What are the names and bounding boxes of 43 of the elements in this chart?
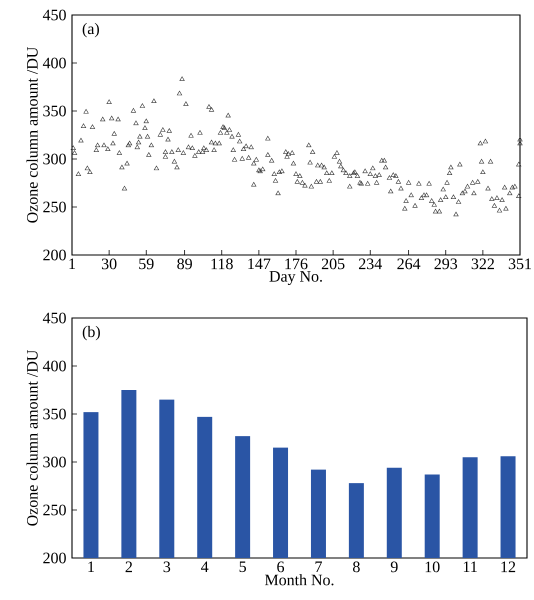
y-tick-label: 200 [43, 552, 66, 564]
y-tick-label: 450 [42, 312, 66, 324]
x-tick-label: 234 [358, 258, 382, 270]
x-tick-label: 351 [508, 258, 531, 270]
x-tick-label: 147 [248, 258, 270, 270]
x-tick-label: 205 [322, 258, 344, 270]
x-tick-label: 322 [472, 258, 494, 270]
x-tick-label: 6 [277, 562, 284, 572]
annotation: (a) [82, 22, 99, 38]
x-tick-label: 2 [126, 562, 132, 572]
x-tick-label: 7 [316, 562, 322, 572]
y-tick-label: 300 [43, 154, 66, 164]
x-tick-label: 59 [139, 258, 154, 270]
y-tick-label: 350 [43, 408, 66, 420]
x-tick-label: 5 [240, 562, 246, 572]
x-axis-title: Month No. [264, 574, 334, 586]
y-tick-label: 250 [43, 504, 66, 516]
y-tick-label: 300 [43, 456, 66, 468]
x-tick-label: 11 [464, 562, 477, 572]
y-tick-label: 200 [43, 250, 66, 260]
x-tick-label: 1 [88, 562, 94, 572]
x-tick-label: 176 [285, 258, 308, 270]
x-tick-label: 89 [177, 258, 192, 270]
x-axis-title: Day No. [269, 271, 322, 285]
y-tick-label: 350 [43, 106, 66, 116]
x-tick-label: 3 [164, 562, 170, 572]
x-tick-label: 118 [212, 258, 233, 270]
y-tick-label: 450 [42, 10, 66, 20]
y-tick-label: 250 [43, 202, 66, 212]
x-tick-label: 4 [201, 562, 208, 572]
x-tick-label: 293 [434, 258, 458, 270]
y-tick-label: 400 [42, 58, 66, 68]
y-axis-title: Ozone column amount /DU [26, 47, 38, 223]
y-axis-title: Ozone column amount /DU [26, 350, 38, 526]
annotation: (b) [82, 326, 100, 340]
x-tick-label: 9 [390, 562, 398, 572]
y-tick-label: 400 [42, 360, 66, 372]
x-tick-label: 12 [501, 562, 516, 572]
x-tick-label: 264 [397, 258, 420, 270]
x-tick-label: 1 [69, 258, 76, 270]
x-tick-label: 10 [426, 562, 440, 572]
x-tick-label: 30 [102, 258, 116, 270]
x-tick-label: 8 [353, 562, 360, 572]
